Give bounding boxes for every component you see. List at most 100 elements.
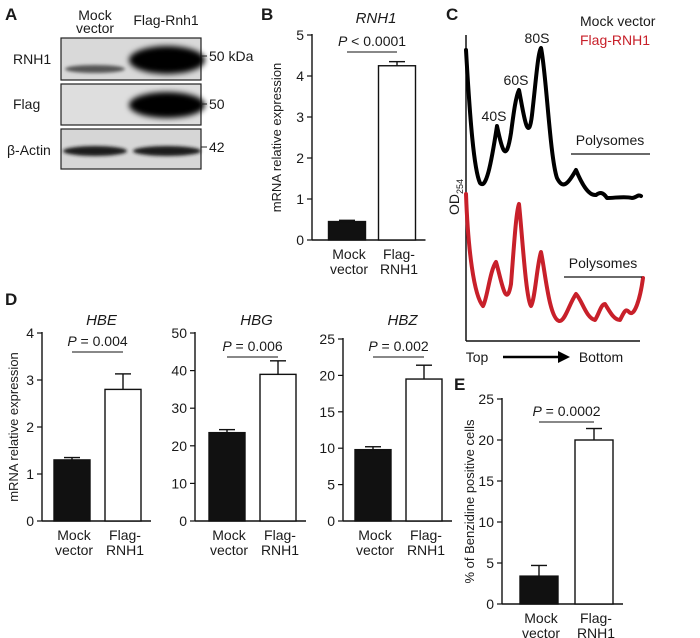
y-tick-label: 1 xyxy=(296,191,304,207)
profile-flag-trace xyxy=(464,192,645,323)
blot-rnh1-band-mock xyxy=(65,65,125,73)
x-category-label: RNH1 xyxy=(261,542,299,558)
blot-flag-label: Flag xyxy=(13,96,40,112)
y-tick-label: 10 xyxy=(478,514,494,530)
chart-title: HBG xyxy=(240,312,273,329)
x-category-label: Flag- xyxy=(264,527,296,543)
y-tick-label: 5 xyxy=(296,27,304,43)
y-tick-label: 3 xyxy=(296,109,304,125)
bar-hbg-mock xyxy=(208,431,246,522)
y-tick-label: 0 xyxy=(327,513,335,529)
p-value: P = 0.004 xyxy=(67,333,128,349)
blot-rnh1-size: 50 kDa xyxy=(209,48,254,64)
y-tick-label: 30 xyxy=(171,400,187,416)
y-tick-label: 5 xyxy=(327,477,335,493)
y-axis-label: mRNA relative expression xyxy=(6,352,21,502)
panel-d-letter: D xyxy=(5,290,17,309)
blot-rnh1 xyxy=(60,37,205,81)
p-value: P < 0.0001 xyxy=(338,33,406,49)
y-tick-label: 1 xyxy=(26,466,34,482)
polysomes-top-label: Polysomes xyxy=(576,132,644,148)
x-category-label: vector xyxy=(210,542,248,558)
panel-a-letter: A xyxy=(5,5,17,24)
y-tick-label: 20 xyxy=(319,367,335,383)
y-tick-label: 2 xyxy=(26,419,34,435)
x-category-label: RNH1 xyxy=(106,542,144,558)
x-category-label: RNH1 xyxy=(577,625,615,638)
blot-actin xyxy=(60,128,202,170)
x-category-label: Flag- xyxy=(383,246,415,262)
legend-flag: Flag-RNH1 xyxy=(580,32,650,48)
x-category-label: vector xyxy=(522,625,560,638)
y-tick-label: 0 xyxy=(486,596,494,612)
y-tick-label: 0 xyxy=(26,513,34,529)
x-category-label: Mock xyxy=(358,527,392,543)
y-axis-label: mRNA relative expression xyxy=(269,63,284,213)
blot-col-mock-line2: vector xyxy=(76,20,114,36)
blot-flag-band-flag xyxy=(129,92,205,118)
y-tick-label: 50 xyxy=(171,325,187,341)
y-tick-label: 25 xyxy=(319,331,335,347)
profile-mock-trace xyxy=(464,46,643,200)
chart-title: HBE xyxy=(86,312,118,329)
panel-c-letter: C xyxy=(446,5,458,24)
bar-hbz-mock xyxy=(354,448,392,522)
x-category-label: Mock xyxy=(57,527,91,543)
blot-actin-band-mock xyxy=(63,146,127,156)
x-category-label: Mock xyxy=(524,610,558,626)
panel-b-letter: B xyxy=(261,5,273,24)
y-tick-label: 10 xyxy=(171,475,187,491)
profile-direction-arrowhead xyxy=(558,351,570,363)
blot-flag-size: 50 xyxy=(209,96,225,112)
y-tick-label: 0 xyxy=(179,513,187,529)
y-axis-label: % of Benzidine positive cells xyxy=(462,419,477,584)
bar-benzidine-mock xyxy=(519,575,559,605)
x-category-label: Flag- xyxy=(580,610,612,626)
blot-col-mock-line1: Mock xyxy=(78,7,112,23)
peak-60s-label: 60S xyxy=(504,72,529,88)
y-tick-label: 25 xyxy=(478,391,494,407)
y-tick-label: 0 xyxy=(296,232,304,248)
p-value: P = 0.002 xyxy=(368,338,429,354)
chart-title: HBZ xyxy=(388,312,419,329)
y-tick-label: 40 xyxy=(171,363,187,379)
bar-hbz-flag xyxy=(405,378,443,522)
y-tick-label: 3 xyxy=(26,372,34,388)
y-tick-label: 4 xyxy=(26,325,34,341)
y-tick-label: 2 xyxy=(296,150,304,166)
x-category-label: vector xyxy=(356,542,394,558)
x-category-label: Flag- xyxy=(109,527,141,543)
panel-e-letter: E xyxy=(454,375,465,394)
y-tick-label: 20 xyxy=(171,438,187,454)
bar-rnh1-flag xyxy=(377,65,417,241)
panel-a: A Mock vector Flag-Rnh1 RNH1 50 kDa Flag… xyxy=(5,5,254,170)
p-value: P = 0.0002 xyxy=(532,403,600,419)
y-tick-label: 4 xyxy=(296,68,304,84)
polysomes-bottom-label: Polysomes xyxy=(569,255,637,271)
y-tick-label: 10 xyxy=(319,440,335,456)
y-tick-label: 15 xyxy=(319,404,335,420)
x-category-label: Mock xyxy=(332,246,366,262)
profile-x-top: Top xyxy=(466,349,489,365)
bar-rnh1-mock xyxy=(327,220,367,241)
profile-y-label: OD254 xyxy=(446,179,465,215)
legend-mock: Mock vector xyxy=(580,13,656,29)
bar-hbe-mock xyxy=(53,459,91,522)
peak-80s-label: 80S xyxy=(525,30,550,46)
bar-benzidine-flag xyxy=(574,439,614,605)
x-category-label: vector xyxy=(330,261,368,277)
blot-col-flag: Flag-Rnh1 xyxy=(133,12,199,28)
peak-40s-label: 40S xyxy=(482,108,507,124)
bar-hbe-flag xyxy=(104,388,142,522)
blot-actin-size: 42 xyxy=(209,139,225,155)
blot-actin-label: β-Actin xyxy=(7,142,51,158)
y-tick-label: 15 xyxy=(478,473,494,489)
y-tick-label: 5 xyxy=(486,555,494,571)
x-category-label: vector xyxy=(55,542,93,558)
bar-hbg-flag xyxy=(259,373,297,522)
p-value: P = 0.006 xyxy=(222,338,283,354)
